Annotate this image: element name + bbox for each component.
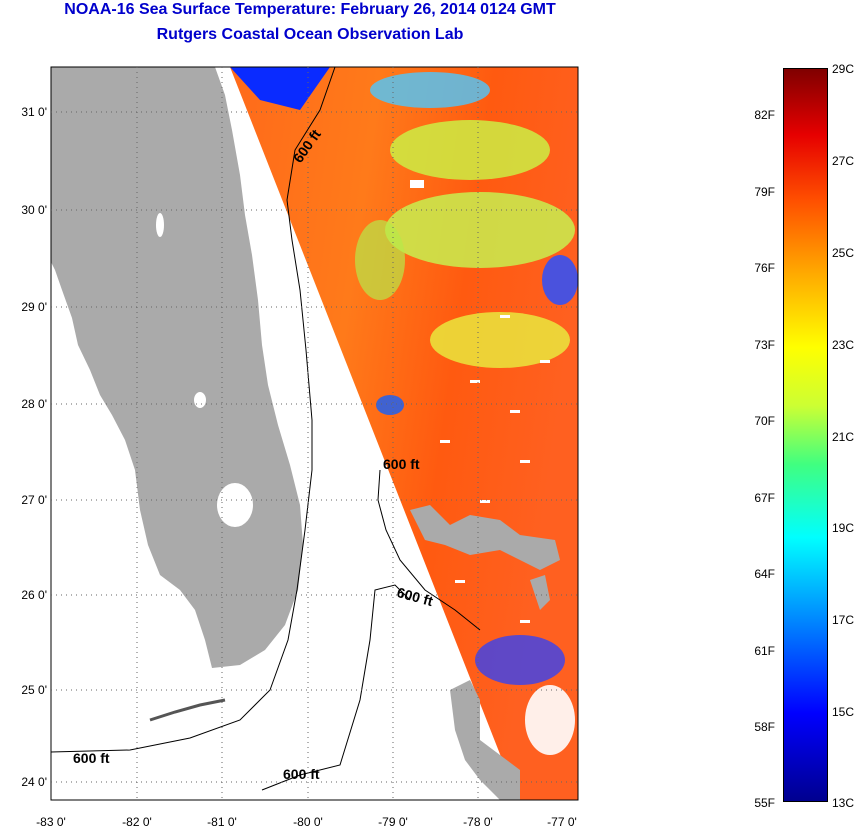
- cloud-specks: [410, 180, 550, 623]
- bahamas-land: [410, 505, 560, 570]
- colorbar-c-tick: 19C: [832, 521, 855, 535]
- colorbar-f-tick: 55F: [754, 796, 775, 810]
- contour-label: 600 ft: [73, 750, 110, 766]
- colorbar-f-tick: 82F: [754, 108, 775, 122]
- lat-tick: 25 0': [21, 683, 47, 697]
- graticule: [51, 67, 578, 800]
- lon-tick: -79 0': [378, 815, 408, 829]
- lat-tick: 26 0': [21, 588, 47, 602]
- colorbar-f-tick: 58F: [754, 720, 775, 734]
- lat-tick: 30 0': [21, 203, 47, 217]
- contour-label: 600 ft: [383, 456, 420, 472]
- lon-tick: -80 0': [293, 815, 323, 829]
- lon-tick: -81 0': [207, 815, 237, 829]
- map-title: NOAA-16 Sea Surface Temperature: Februar…: [64, 1, 556, 18]
- depth-contours: [51, 67, 481, 791]
- sst-swath: [230, 67, 578, 800]
- colorbar-f-tick: 64F: [754, 567, 775, 581]
- colorbar-f-tick: 61F: [754, 644, 775, 658]
- temperature-colorbar: [783, 68, 828, 802]
- colorbar-f-tick: 73F: [754, 338, 775, 352]
- map-subtitle: Rutgers Coastal Ocean Observation Lab: [156, 26, 464, 43]
- lon-tick: -78 0': [463, 815, 493, 829]
- contour-label: 600 ft: [395, 584, 435, 609]
- florida-land: [51, 67, 303, 668]
- colorbar-c-tick: 21C: [832, 430, 855, 444]
- lat-tick: 24 0': [21, 775, 47, 789]
- colorbar-c-tick: 15C: [832, 705, 855, 719]
- lon-axis: -83 0' -82 0' -81 0' -80 0' -79 0' -78 0…: [36, 815, 577, 829]
- colorbar-f-tick: 70F: [754, 414, 775, 428]
- colorbar-f-tick: 67F: [754, 491, 775, 505]
- colorbar-f-tick: 79F: [754, 185, 775, 199]
- contour-label: 600 ft: [283, 766, 320, 782]
- colorbar-c-tick: 13C: [832, 796, 855, 810]
- lon-tick: -83 0': [36, 815, 66, 829]
- lat-tick: 27 0': [21, 493, 47, 507]
- lat-tick: 29 0': [21, 300, 47, 314]
- lat-axis: 31 0' 30 0' 29 0' 28 0' 27 0' 26 0' 25 0…: [21, 105, 47, 789]
- lon-tick: -77 0': [547, 815, 577, 829]
- lat-tick: 31 0': [21, 105, 47, 119]
- colorbar-c-tick: 29C: [832, 62, 855, 76]
- colorbar-c-tick: 17C: [832, 613, 855, 627]
- lon-tick: -82 0': [122, 815, 152, 829]
- colorbar-f-tick: 76F: [754, 261, 775, 275]
- lat-tick: 28 0': [21, 397, 47, 411]
- sst-patches: [230, 67, 578, 755]
- colorbar-c-tick: 25C: [832, 246, 855, 260]
- colorbar-c-tick: 23C: [832, 338, 855, 352]
- colorbar-c-tick: 27C: [832, 154, 855, 168]
